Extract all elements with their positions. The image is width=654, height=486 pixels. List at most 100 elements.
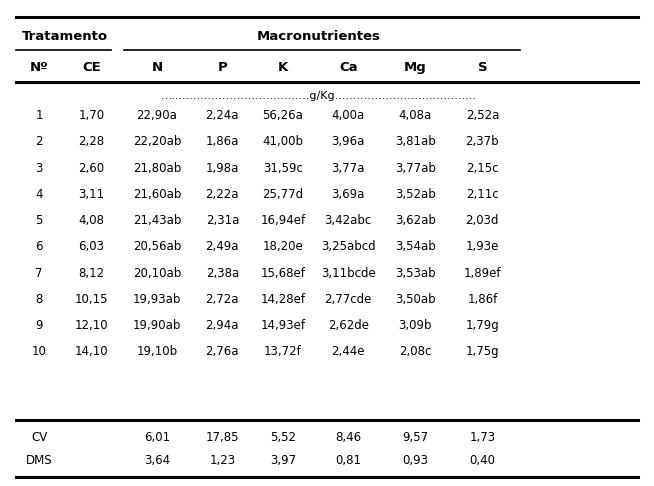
Text: 14,10: 14,10: [75, 346, 109, 358]
Text: 25,77d: 25,77d: [262, 188, 303, 201]
Text: 14,93ef: 14,93ef: [260, 319, 305, 332]
Text: 1,70: 1,70: [78, 109, 105, 122]
Text: 5: 5: [35, 214, 43, 227]
Text: 10,15: 10,15: [75, 293, 109, 306]
Text: 5,52: 5,52: [270, 431, 296, 444]
Text: 3,62ab: 3,62ab: [395, 214, 436, 227]
Text: 2,22a: 2,22a: [205, 188, 239, 201]
Text: 19,10b: 19,10b: [137, 346, 177, 358]
Text: 2,11c: 2,11c: [466, 188, 498, 201]
Text: 3,97: 3,97: [270, 454, 296, 467]
Text: 4,00a: 4,00a: [332, 109, 365, 122]
Text: 2,77cde: 2,77cde: [324, 293, 372, 306]
Text: 0,81: 0,81: [336, 454, 361, 467]
Text: Nº: Nº: [30, 61, 48, 73]
Text: 3,11bcde: 3,11bcde: [321, 267, 375, 279]
Text: K: K: [278, 61, 288, 73]
Text: 19,93ab: 19,93ab: [133, 293, 181, 306]
Text: 3,64: 3,64: [144, 454, 170, 467]
Text: 3,42abc: 3,42abc: [324, 214, 372, 227]
Text: 4: 4: [35, 188, 43, 201]
Text: 2,62de: 2,62de: [328, 319, 369, 332]
Text: 20,56ab: 20,56ab: [133, 241, 181, 253]
Text: 2: 2: [35, 136, 43, 148]
Text: 2,44e: 2,44e: [332, 346, 365, 358]
Text: Mg: Mg: [404, 61, 426, 73]
Text: 3,77a: 3,77a: [332, 162, 365, 174]
Text: Tratamento: Tratamento: [22, 30, 109, 43]
Text: 1,93e: 1,93e: [466, 241, 499, 253]
Text: 2,60: 2,60: [78, 162, 105, 174]
Text: 0,93: 0,93: [402, 454, 428, 467]
Text: 2,52a: 2,52a: [466, 109, 499, 122]
Text: P: P: [218, 61, 227, 73]
Text: 18,20e: 18,20e: [262, 241, 303, 253]
Text: 31,59c: 31,59c: [263, 162, 303, 174]
Text: 2,49a: 2,49a: [205, 241, 239, 253]
Text: 3,09b: 3,09b: [398, 319, 432, 332]
Text: DMS: DMS: [26, 454, 52, 467]
Text: 3,25abcd: 3,25abcd: [321, 241, 375, 253]
Text: Ca: Ca: [339, 61, 358, 73]
Text: 1,89ef: 1,89ef: [464, 267, 501, 279]
Text: 2,37b: 2,37b: [466, 136, 499, 148]
Text: CE: CE: [82, 61, 101, 73]
Text: N: N: [151, 61, 163, 73]
Text: 1,75g: 1,75g: [466, 346, 499, 358]
Text: 2,08c: 2,08c: [399, 346, 432, 358]
Text: 1,73: 1,73: [470, 431, 495, 444]
Text: 3,53ab: 3,53ab: [395, 267, 436, 279]
Text: 3,69a: 3,69a: [332, 188, 365, 201]
Text: 2,72a: 2,72a: [205, 293, 239, 306]
Text: 2,94a: 2,94a: [205, 319, 239, 332]
Text: 4,08: 4,08: [78, 214, 105, 227]
Text: 1,86a: 1,86a: [205, 136, 239, 148]
Text: Macronutrientes: Macronutrientes: [257, 30, 381, 43]
Text: 8,12: 8,12: [78, 267, 105, 279]
Text: 3,96a: 3,96a: [332, 136, 365, 148]
Text: 2,15c: 2,15c: [466, 162, 498, 174]
Text: 2,28: 2,28: [78, 136, 105, 148]
Text: 8: 8: [35, 293, 43, 306]
Text: 3,77ab: 3,77ab: [395, 162, 436, 174]
Text: 21,80ab: 21,80ab: [133, 162, 181, 174]
Text: 41,00b: 41,00b: [262, 136, 303, 148]
Text: 20,10ab: 20,10ab: [133, 267, 181, 279]
Text: 21,60ab: 21,60ab: [133, 188, 181, 201]
Text: 2,03d: 2,03d: [466, 214, 499, 227]
Text: 56,26a: 56,26a: [262, 109, 303, 122]
Text: 9,57: 9,57: [402, 431, 428, 444]
Text: CV: CV: [31, 431, 47, 444]
Text: 1,86f: 1,86f: [467, 293, 498, 306]
Text: 13,72f: 13,72f: [264, 346, 301, 358]
Text: 1,79g: 1,79g: [466, 319, 499, 332]
Text: 17,85: 17,85: [205, 431, 239, 444]
Text: …..............……..................g/Kg.......................................: …..............……..................g/Kg.…: [161, 91, 477, 101]
Text: 1,23: 1,23: [209, 454, 235, 467]
Text: 12,10: 12,10: [75, 319, 109, 332]
Text: 0,40: 0,40: [470, 454, 495, 467]
Text: 16,94ef: 16,94ef: [260, 214, 305, 227]
Text: 2,31a: 2,31a: [205, 214, 239, 227]
Text: 21,43ab: 21,43ab: [133, 214, 181, 227]
Text: S: S: [477, 61, 487, 73]
Text: 1,98a: 1,98a: [205, 162, 239, 174]
Text: 15,68ef: 15,68ef: [260, 267, 305, 279]
Text: 10: 10: [32, 346, 46, 358]
Text: 14,28ef: 14,28ef: [260, 293, 305, 306]
Text: 7: 7: [35, 267, 43, 279]
Text: 3: 3: [35, 162, 43, 174]
Text: 2,24a: 2,24a: [205, 109, 239, 122]
Text: 6: 6: [35, 241, 43, 253]
Text: 22,90a: 22,90a: [137, 109, 177, 122]
Text: 8,46: 8,46: [336, 431, 361, 444]
Text: 22,20ab: 22,20ab: [133, 136, 181, 148]
Text: 3,11: 3,11: [78, 188, 105, 201]
Text: 3,54ab: 3,54ab: [395, 241, 436, 253]
Text: 2,38a: 2,38a: [206, 267, 239, 279]
Text: 2,76a: 2,76a: [205, 346, 239, 358]
Text: 3,81ab: 3,81ab: [395, 136, 436, 148]
Text: 9: 9: [35, 319, 43, 332]
Text: 1: 1: [35, 109, 43, 122]
Text: 4,08a: 4,08a: [399, 109, 432, 122]
